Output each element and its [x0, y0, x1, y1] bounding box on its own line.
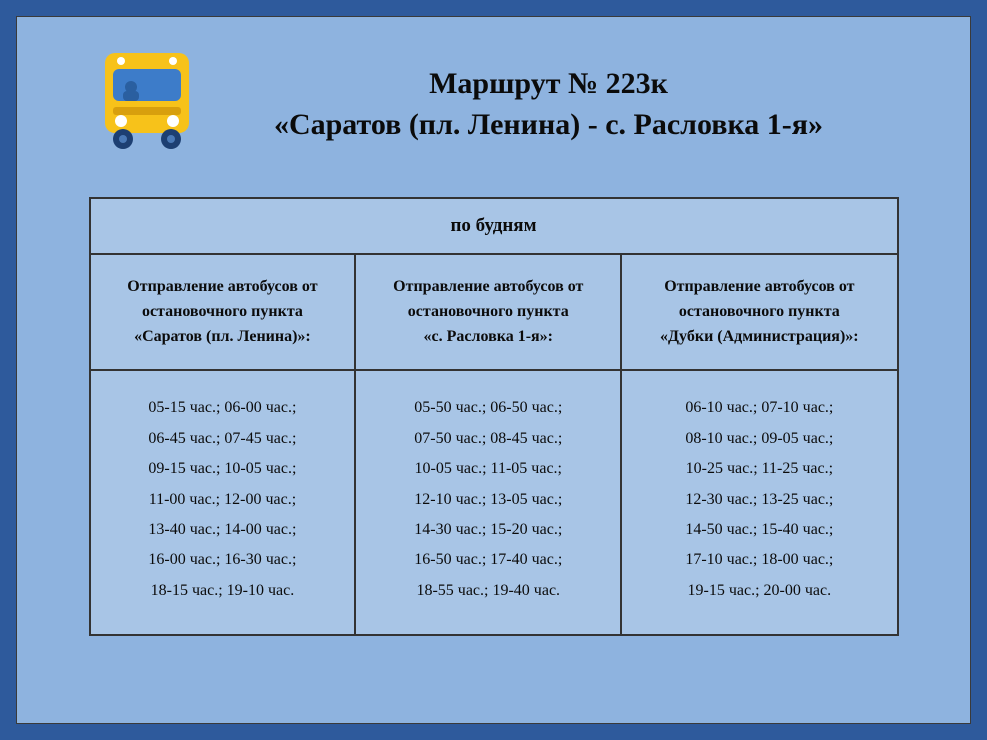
- time-line: 12-10 час.; 13-05 час.;: [362, 485, 614, 515]
- column-headers-row: Отправление автобусов от остановочного п…: [90, 254, 898, 370]
- col-header-2: Отправление автобусов от остановочного п…: [621, 254, 897, 370]
- time-line: 10-25 час.; 11-25 час.;: [628, 454, 890, 484]
- header-row: Маршрут № 223к «Саратов (пл. Ленина) - с…: [97, 47, 930, 162]
- bus-icon: [97, 47, 197, 162]
- times-row: 05-15 час.; 06-00 час.;06-45 час.; 07-45…: [90, 370, 898, 635]
- time-line: 08-10 час.; 09-05 час.;: [628, 424, 890, 454]
- time-line: 14-50 час.; 15-40 час.;: [628, 515, 890, 545]
- col-header-line: «Саратов (пл. Ленина)»:: [101, 325, 345, 350]
- schedule-table: по будням Отправление автобусов от остан…: [89, 197, 899, 636]
- time-line: 12-30 час.; 13-25 час.;: [628, 485, 890, 515]
- col-header-line: Отправление автобусов от: [101, 275, 345, 300]
- col-header-line: «Дубки (Администрация)»:: [632, 325, 886, 350]
- col-header-line: Отправление автобусов от: [366, 275, 610, 300]
- days-header: по будням: [90, 198, 898, 254]
- title-block: Маршрут № 223к «Саратов (пл. Ленина) - с…: [227, 64, 930, 145]
- col-header-line: остановочного пункта: [366, 300, 610, 325]
- time-line: 13-40 час.; 14-00 час.;: [97, 515, 349, 545]
- time-line: 19-15 час.; 20-00 час.: [628, 576, 890, 606]
- time-line: 16-50 час.; 17-40 час.;: [362, 545, 614, 575]
- time-line: 14-30 час.; 15-20 час.;: [362, 515, 614, 545]
- col-header-line: «с. Расловка 1-я»:: [366, 325, 610, 350]
- col-header-1: Отправление автобусов от остановочного п…: [355, 254, 621, 370]
- col-header-line: остановочного пункта: [101, 300, 345, 325]
- outer-frame: Маршрут № 223к «Саратов (пл. Ленина) - с…: [0, 0, 987, 740]
- col-header-line: Отправление автобусов от: [632, 275, 886, 300]
- time-line: 05-50 час.; 06-50 час.;: [362, 393, 614, 423]
- time-line: 18-55 час.; 19-40 час.: [362, 576, 614, 606]
- time-line: 06-45 час.; 07-45 час.;: [97, 424, 349, 454]
- title-line-2: «Саратов (пл. Ленина) - с. Расловка 1-я»: [227, 105, 870, 146]
- col-header-line: остановочного пункта: [632, 300, 886, 325]
- days-row: по будням: [90, 198, 898, 254]
- times-cell-2: 06-10 час.; 07-10 час.;08-10 час.; 09-05…: [621, 370, 897, 635]
- time-line: 06-10 час.; 07-10 час.;: [628, 393, 890, 423]
- col-header-0: Отправление автобусов от остановочного п…: [90, 254, 356, 370]
- time-line: 11-00 час.; 12-00 час.;: [97, 485, 349, 515]
- times-cell-0: 05-15 час.; 06-00 час.;06-45 час.; 07-45…: [90, 370, 356, 635]
- times-cell-1: 05-50 час.; 06-50 час.;07-50 час.; 08-45…: [355, 370, 621, 635]
- time-line: 07-50 час.; 08-45 час.;: [362, 424, 614, 454]
- time-line: 09-15 час.; 10-05 час.;: [97, 454, 349, 484]
- inner-frame: Маршрут № 223к «Саратов (пл. Ленина) - с…: [16, 16, 971, 724]
- time-line: 17-10 час.; 18-00 час.;: [628, 545, 890, 575]
- time-line: 18-15 час.; 19-10 час.: [97, 576, 349, 606]
- time-line: 16-00 час.; 16-30 час.;: [97, 545, 349, 575]
- time-line: 05-15 час.; 06-00 час.;: [97, 393, 349, 423]
- title-line-1: Маршрут № 223к: [227, 64, 870, 105]
- time-line: 10-05 час.; 11-05 час.;: [362, 454, 614, 484]
